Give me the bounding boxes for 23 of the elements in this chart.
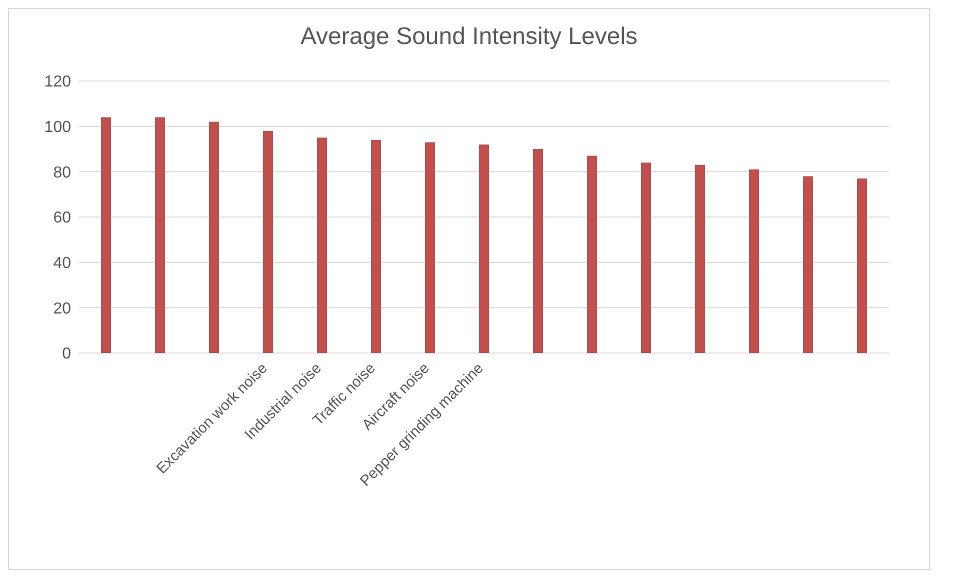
bar	[371, 140, 381, 353]
bar	[479, 144, 489, 353]
y-tick-label: 20	[53, 300, 72, 318]
bar	[425, 142, 435, 353]
bar	[857, 178, 867, 353]
bar	[209, 122, 219, 353]
bar	[641, 162, 651, 353]
bar	[317, 138, 327, 353]
bar	[155, 117, 165, 353]
y-tick-label: 120	[44, 74, 72, 91]
bar	[101, 117, 111, 353]
y-tick-label: 80	[53, 164, 72, 182]
bar	[263, 130, 273, 353]
bar	[803, 176, 813, 353]
y-tick-label: 0	[62, 346, 72, 363]
chart-title: Average Sound Intensity Levels	[299, 22, 639, 52]
y-tick-label: 100	[44, 119, 72, 136]
bar	[587, 156, 597, 353]
bar	[533, 149, 543, 353]
bar	[695, 164, 705, 353]
y-tick-label: 60	[53, 210, 72, 227]
y-tick-label: 40	[53, 255, 72, 272]
bar	[749, 169, 759, 353]
